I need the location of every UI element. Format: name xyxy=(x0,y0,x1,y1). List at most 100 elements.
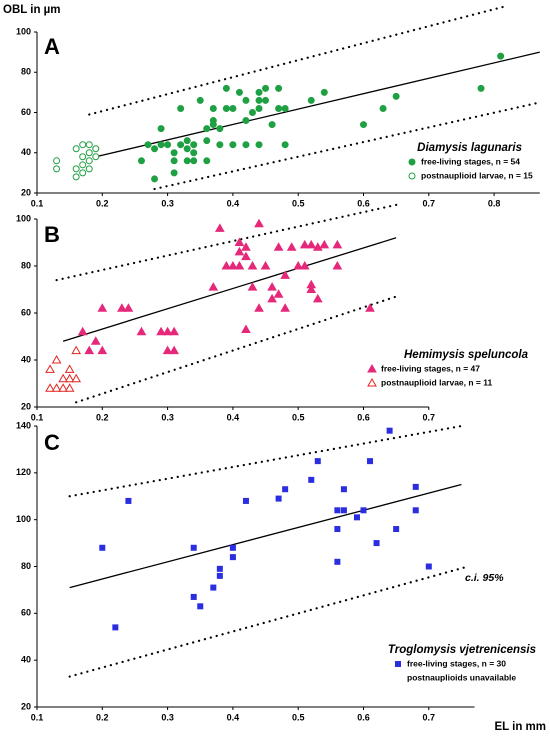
point xyxy=(156,326,166,336)
point xyxy=(293,260,304,270)
point xyxy=(281,141,289,149)
point xyxy=(216,141,224,149)
point xyxy=(373,540,380,547)
point xyxy=(117,303,127,312)
y-tick-label: 20 xyxy=(21,401,31,411)
point xyxy=(112,624,119,631)
point xyxy=(137,157,145,165)
point xyxy=(228,260,238,270)
point xyxy=(216,572,223,579)
legend-marker xyxy=(408,172,416,180)
x-tick-label: 0.4 xyxy=(227,412,240,422)
point xyxy=(273,289,284,298)
point xyxy=(169,326,179,336)
y-tick-label: 40 xyxy=(21,147,31,157)
point xyxy=(92,153,100,161)
point xyxy=(247,282,258,291)
x-tick-label: 0.4 xyxy=(227,712,240,722)
x-tick-label: 0.2 xyxy=(96,412,109,422)
point xyxy=(162,345,173,355)
point xyxy=(177,141,185,149)
point xyxy=(72,173,80,181)
point xyxy=(72,165,80,173)
point xyxy=(314,458,321,465)
point xyxy=(255,141,263,149)
point xyxy=(64,383,75,392)
point xyxy=(234,237,245,246)
point xyxy=(210,584,217,591)
y-tick-label: 80 xyxy=(21,260,31,270)
x-tick-label: 0.6 xyxy=(357,712,370,722)
point xyxy=(242,117,250,125)
y-tick-label: 100 xyxy=(16,514,31,524)
legend-label: free-living stages, n = 54 xyxy=(421,156,520,166)
y-tick-label: 80 xyxy=(21,561,31,571)
point xyxy=(299,260,310,270)
x-tick-label: 0.6 xyxy=(357,198,370,208)
point xyxy=(183,137,191,145)
point xyxy=(209,121,217,129)
x-tick-label: 0.3 xyxy=(161,712,174,722)
point xyxy=(79,153,87,161)
point xyxy=(51,383,62,392)
point xyxy=(72,145,80,153)
point xyxy=(306,284,317,293)
point xyxy=(85,165,93,173)
point xyxy=(53,165,61,173)
legend-label: free-living stages, n = 30 xyxy=(407,658,506,668)
point xyxy=(203,137,211,145)
point xyxy=(209,104,217,112)
point xyxy=(242,497,249,504)
ci-line xyxy=(68,424,463,498)
point xyxy=(151,175,159,183)
ci-line xyxy=(153,101,541,191)
legend-marker xyxy=(367,363,377,373)
point xyxy=(164,141,172,149)
point xyxy=(242,141,250,149)
point xyxy=(477,84,485,92)
point xyxy=(241,251,251,261)
point xyxy=(196,96,204,104)
point xyxy=(248,109,256,116)
point xyxy=(334,558,341,565)
point xyxy=(92,145,100,153)
point xyxy=(197,603,204,610)
point xyxy=(71,345,82,355)
point xyxy=(242,96,250,104)
point xyxy=(97,345,108,355)
point xyxy=(235,88,243,96)
point xyxy=(183,157,191,165)
point xyxy=(190,544,197,551)
point xyxy=(216,125,224,133)
x-tick-label: 0.1 xyxy=(31,712,44,722)
point xyxy=(123,303,134,312)
point xyxy=(170,157,178,165)
point xyxy=(216,565,223,572)
point xyxy=(255,88,263,96)
point xyxy=(229,104,237,112)
point xyxy=(379,104,387,112)
point xyxy=(85,157,93,165)
ci-line xyxy=(68,565,470,678)
point xyxy=(84,345,95,355)
point xyxy=(319,239,330,249)
point xyxy=(222,84,230,92)
point xyxy=(79,169,87,177)
point xyxy=(306,239,317,249)
point xyxy=(45,383,55,392)
point xyxy=(308,476,315,483)
point xyxy=(312,242,323,251)
point xyxy=(312,293,323,303)
point xyxy=(53,157,61,165)
point xyxy=(282,486,289,493)
y-tick-label: 80 xyxy=(21,67,31,77)
point xyxy=(170,149,178,157)
y-tick-label: 100 xyxy=(16,213,31,223)
legend-label: postnauplioid larvae, n = 15 xyxy=(421,170,533,180)
y-tick-label: 40 xyxy=(21,354,31,364)
point xyxy=(332,239,343,249)
point xyxy=(208,282,219,291)
y-tick-label: 40 xyxy=(21,655,31,665)
regression-line xyxy=(62,237,397,342)
point xyxy=(247,260,258,270)
